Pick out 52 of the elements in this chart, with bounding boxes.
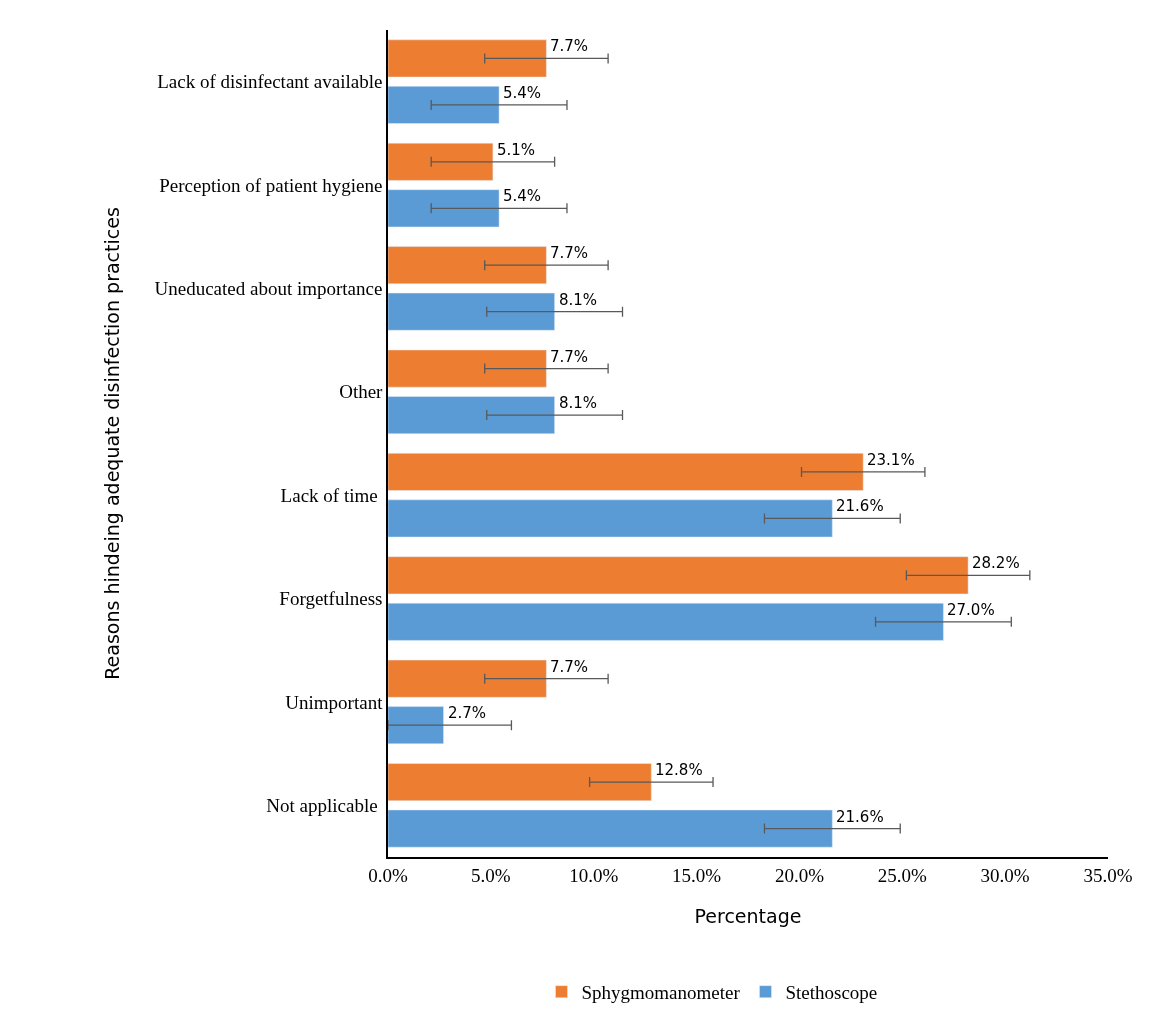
bar	[388, 809, 833, 848]
bar	[388, 39, 547, 78]
x-tick-label: 35.0%	[1083, 864, 1133, 886]
data-label: 7.7%	[550, 37, 589, 55]
data-label: 27.0%	[947, 601, 995, 619]
bar	[388, 246, 547, 285]
bar	[388, 499, 833, 538]
bar	[388, 189, 500, 228]
y-tick-label: Unimportant	[285, 691, 384, 713]
data-label: 5.1%	[497, 141, 536, 159]
bar	[388, 292, 555, 331]
y-tick-label: Lack of time	[280, 484, 383, 506]
y-axis-title: Reasons hindeing adequate disinfection practices	[100, 207, 123, 680]
data-label: 23.1%	[867, 451, 915, 469]
bar	[388, 453, 864, 491]
data-label: 5.4%	[503, 187, 542, 205]
y-tick-label: Perception of patient hygiene	[159, 174, 383, 196]
data-label: 5.4%	[503, 84, 542, 102]
data-label: 7.7%	[550, 348, 589, 366]
x-tick-label: 0.0%	[368, 864, 408, 886]
bar	[388, 86, 500, 124]
bar	[388, 659, 547, 698]
data-label: 28.2%	[972, 554, 1020, 572]
data-label: 12.8%	[655, 761, 703, 779]
bar	[388, 556, 969, 595]
y-tick-label: Uneducated about importance	[154, 278, 383, 300]
bar	[388, 706, 444, 745]
x-tick-label: 25.0%	[877, 864, 927, 886]
x-tick-label: 5.0%	[471, 864, 511, 886]
x-tick-label: 20.0%	[774, 864, 825, 886]
bar	[388, 763, 652, 801]
bar	[388, 349, 547, 388]
legend-label: Sphygmomanometer	[581, 982, 741, 1004]
legend-label: Stethoscope	[785, 982, 878, 1004]
bar	[388, 142, 494, 181]
y-tick-label: Not applicable	[266, 794, 383, 816]
data-label: 7.7%	[550, 244, 589, 262]
x-tick-label: 30.0%	[980, 864, 1030, 886]
y-tick-label: Lack of disinfectant available	[157, 71, 383, 93]
bar	[388, 396, 555, 434]
data-label: 2.7%	[448, 704, 487, 722]
data-label: 21.6%	[836, 808, 884, 826]
bar	[388, 602, 944, 641]
data-label: 7.7%	[550, 658, 589, 676]
x-tick-label: 10.0%	[569, 864, 619, 886]
data-label: 21.6%	[836, 497, 884, 515]
data-label: 8.1%	[559, 291, 598, 309]
x-tick-label: 15.0%	[672, 864, 722, 886]
data-label: 8.1%	[559, 394, 598, 412]
x-axis-title: Percentage	[694, 904, 802, 927]
y-tick-label: Forgetfulness	[279, 588, 383, 610]
y-tick-label: Other	[339, 381, 384, 403]
